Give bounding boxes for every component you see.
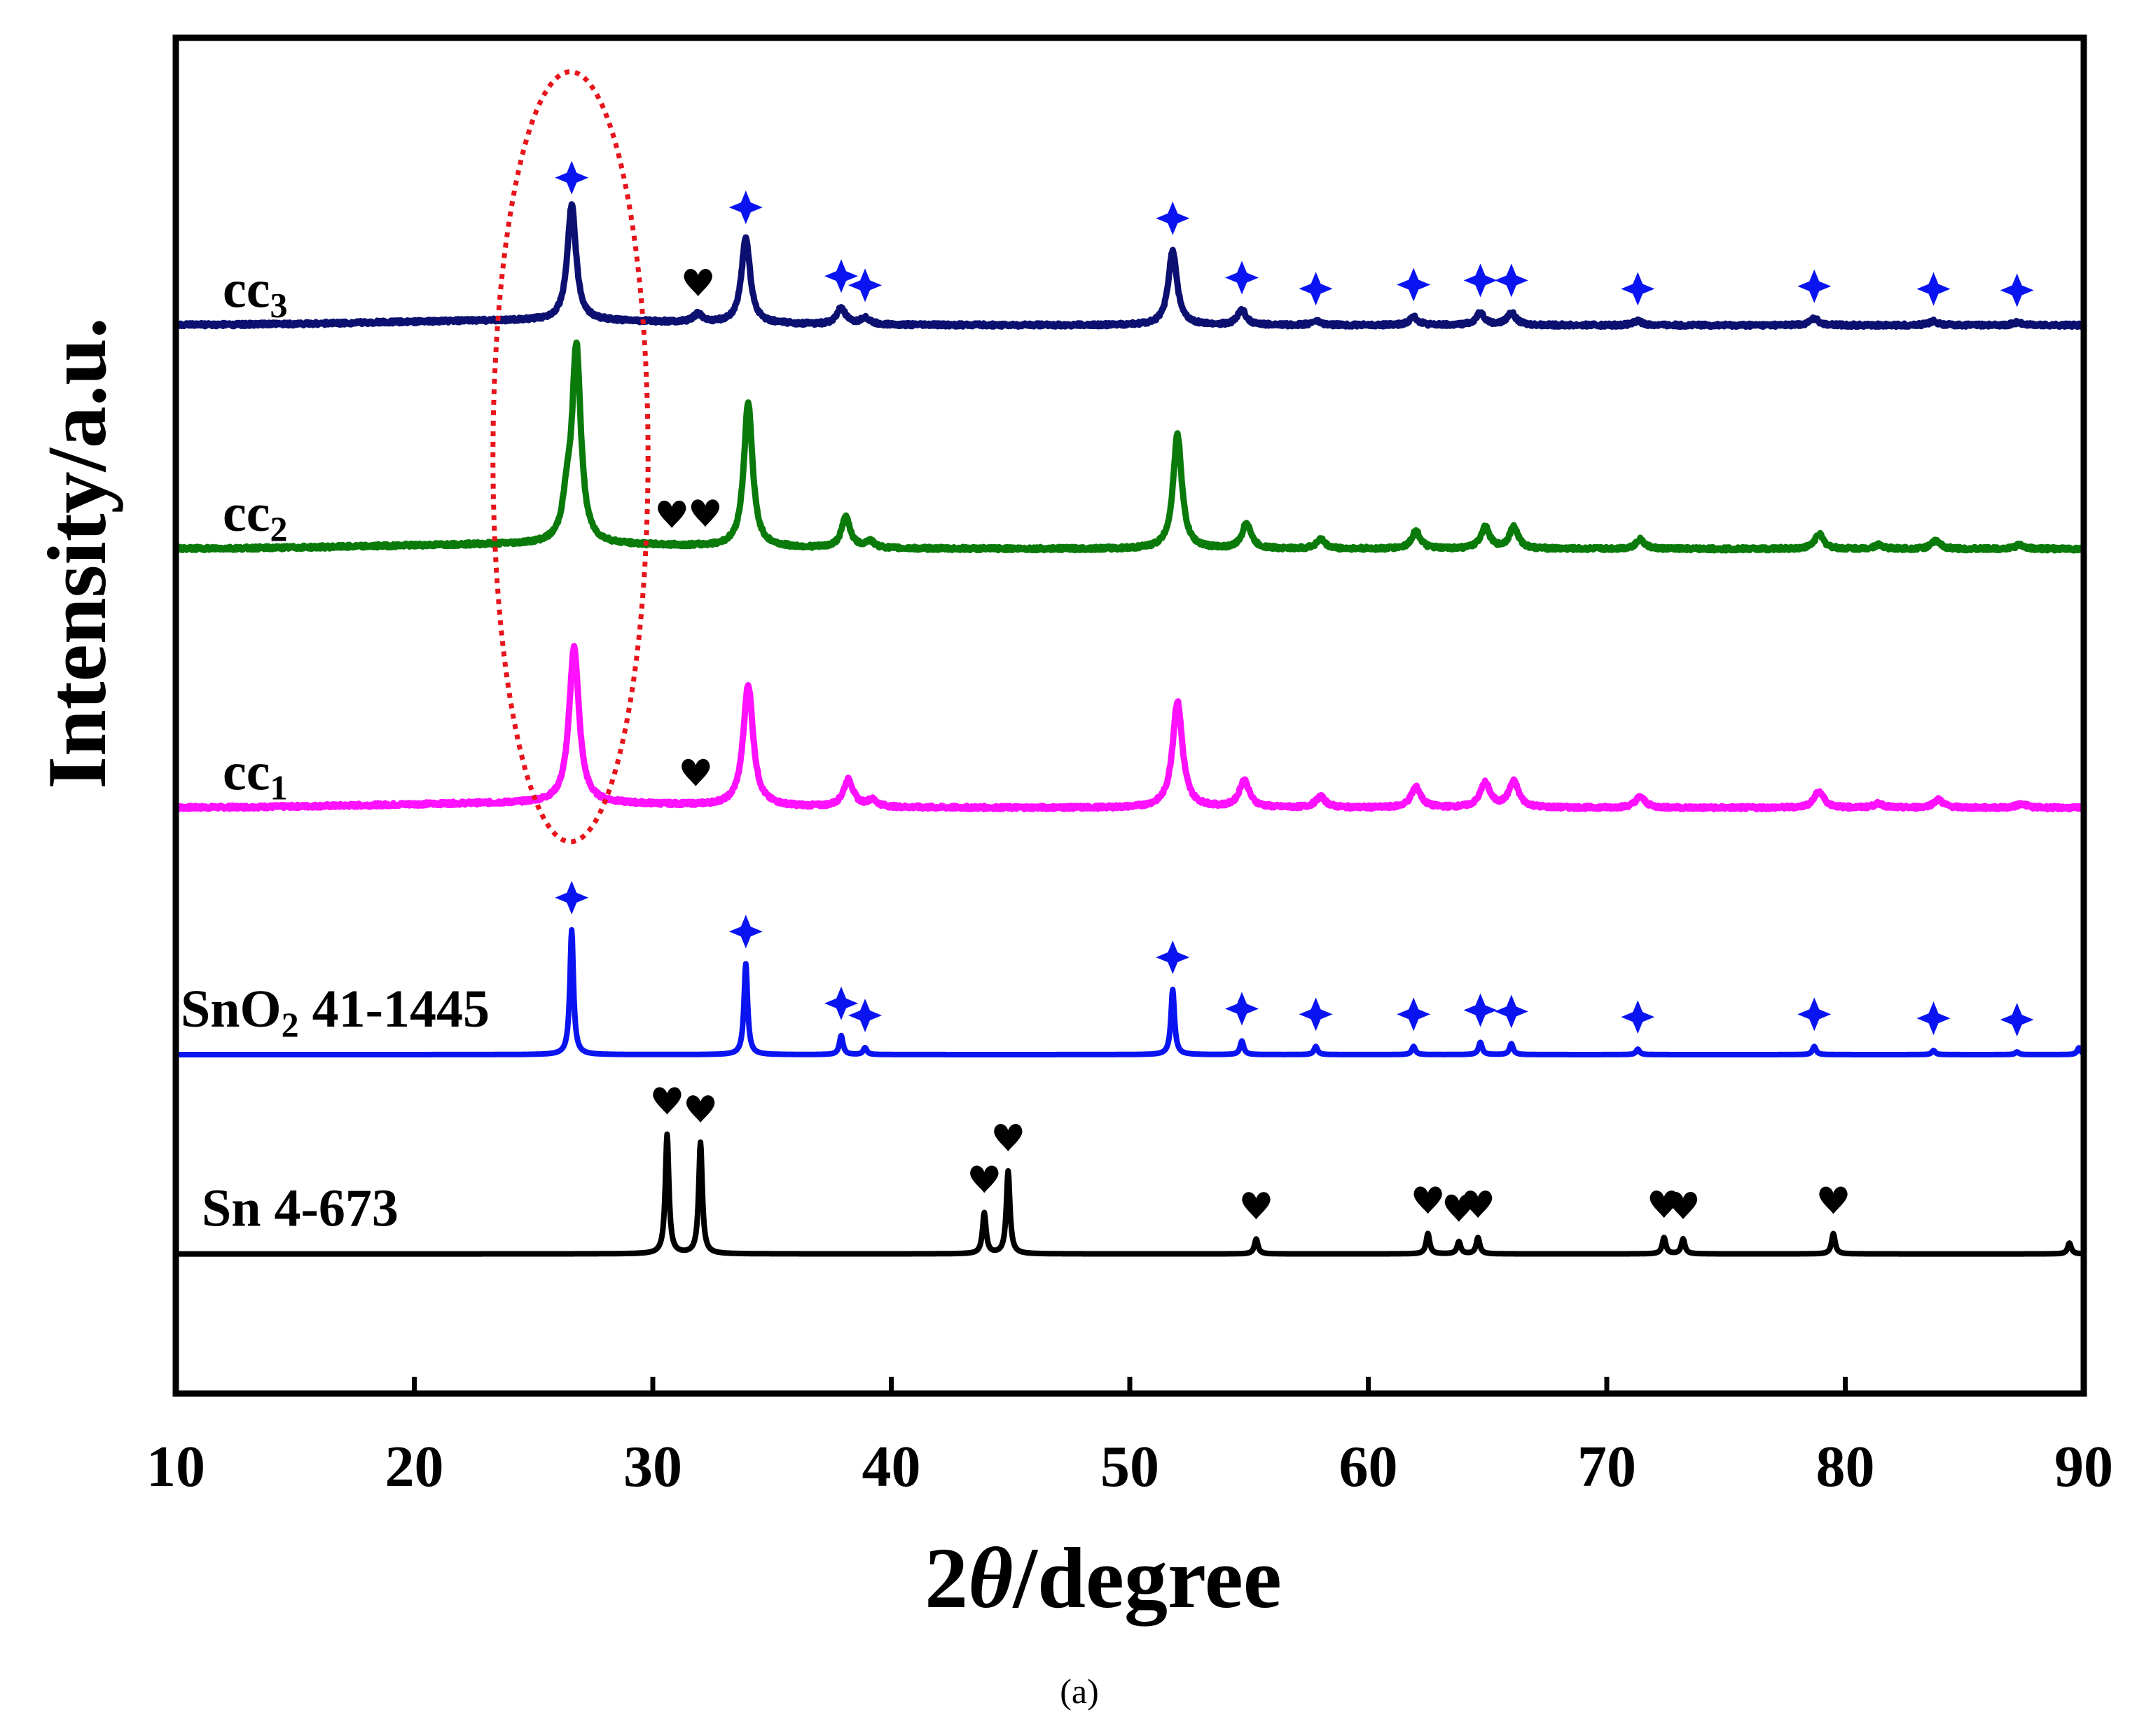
four-point-star-icon: [1797, 997, 1832, 1032]
series-label-text: cc: [223, 743, 270, 802]
four-point-star-icon: [2000, 273, 2034, 307]
heart-icon: [1413, 1186, 1442, 1214]
four-point-star-icon: [1494, 994, 1528, 1029]
four-point-star-icon: [848, 999, 883, 1033]
series-label-subscript: 1: [270, 768, 287, 807]
peak-markers: [555, 160, 2034, 1222]
four-point-star-icon: [1397, 997, 1431, 1032]
four-point-star-icon: [1463, 993, 1498, 1027]
x-axis-label-suffix: /degree: [1012, 1530, 1282, 1627]
plot-frame: [172, 34, 2087, 1397]
four-point-star-icon: [1156, 940, 1190, 975]
pattern-lines: [172, 201, 2087, 1257]
x-tick-label: 40: [862, 1434, 921, 1499]
series-label-text: SnO: [181, 980, 282, 1039]
four-point-star-icon: [1225, 261, 1259, 295]
series-label: cc2: [223, 484, 287, 548]
x-tick-label: 70: [1577, 1434, 1636, 1499]
four-point-star-icon: [824, 259, 858, 293]
series-label-text: cc: [223, 484, 270, 543]
four-point-star-icon: [824, 986, 858, 1020]
x-axis-label: 2θ/degree: [925, 1530, 1282, 1627]
four-point-star-icon: [728, 915, 763, 949]
heart-icon: [653, 1087, 682, 1115]
x-tick-label: 10: [146, 1434, 205, 1499]
heart-icon: [682, 758, 710, 786]
heart-icon: [691, 499, 720, 527]
series-label: Sn 4-673: [202, 1179, 399, 1238]
x-tick-label: 50: [1100, 1434, 1159, 1499]
x-axis-label-prefix: 2: [925, 1530, 968, 1626]
series-line-cc3: [173, 201, 2087, 331]
series-label-suffix: 41-1445: [299, 980, 490, 1039]
x-tick-label: 30: [623, 1434, 682, 1499]
four-point-star-icon: [1916, 272, 1951, 306]
heart-icon: [1819, 1186, 1848, 1214]
heart-icon: [970, 1165, 999, 1193]
four-point-star-icon: [1156, 201, 1190, 235]
series-label-text: cc: [223, 260, 270, 319]
x-tick-label: 90: [2054, 1434, 2113, 1499]
heart-icon: [994, 1124, 1023, 1152]
x-tick-label: 20: [385, 1434, 444, 1499]
theta-symbol: θ: [968, 1530, 1013, 1626]
four-point-star-icon: [728, 190, 763, 225]
four-point-star-icon: [848, 268, 883, 303]
series-line-cc1: [173, 643, 2087, 813]
x-axis-ticks: 10 20 30 40 50 60 70 80 90: [146, 1377, 2113, 1499]
figure-caption: (a): [1060, 1672, 1099, 1711]
heart-icon: [1242, 1192, 1271, 1220]
heart-icon: [658, 500, 686, 528]
y-axis-label: Intensity/a.u.: [30, 317, 123, 789]
four-point-star-icon: [2000, 1003, 2034, 1037]
series-line-sn-4-673: [173, 1131, 2087, 1257]
series-line-cc2: [172, 339, 2087, 554]
highlight-ellipse: [490, 69, 651, 845]
x-tick-label: 80: [1816, 1434, 1875, 1499]
series-label: cc3: [223, 260, 287, 324]
four-point-star-icon: [1299, 997, 1333, 1032]
four-point-star-icon: [1916, 1001, 1951, 1036]
series-label: cc1: [223, 743, 287, 807]
four-point-star-icon: [1621, 272, 1655, 306]
heart-icon: [1668, 1191, 1698, 1219]
x-tick-label: 60: [1339, 1434, 1398, 1499]
four-point-star-icon: [1621, 1000, 1655, 1034]
series-label-subscript: 2: [282, 1005, 299, 1044]
four-point-star-icon: [1225, 992, 1259, 1026]
series-label-subscript: 2: [270, 509, 287, 548]
four-point-star-icon: [1397, 268, 1431, 302]
heart-icon: [686, 1095, 715, 1123]
four-point-star-icon: [1797, 269, 1832, 303]
four-point-star-icon: [555, 880, 589, 915]
four-point-star-icon: [1463, 263, 1498, 298]
series-label-subscript: 3: [270, 285, 287, 324]
series-label: SnO2 41-1445: [181, 980, 490, 1044]
four-point-star-icon: [555, 160, 589, 195]
series-label-text: Sn 4-673: [202, 1179, 399, 1238]
series-line-sno2-41-1445: [173, 926, 2087, 1057]
heart-icon: [1463, 1190, 1493, 1218]
heart-icon: [684, 269, 712, 297]
four-point-star-icon: [1299, 272, 1333, 306]
four-point-star-icon: [1494, 263, 1528, 298]
